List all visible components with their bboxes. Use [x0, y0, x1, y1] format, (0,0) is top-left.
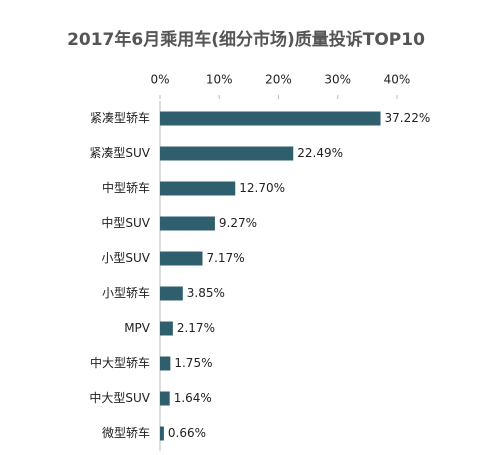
- bar: [160, 181, 236, 196]
- value-label: 37.22%: [385, 111, 431, 125]
- bar: [160, 146, 294, 161]
- value-label: 1.75%: [174, 356, 212, 370]
- bar: [160, 286, 183, 301]
- x-tick-label: 30%: [324, 73, 351, 87]
- y-tick-label: 紧凑型SUV: [89, 146, 150, 160]
- bar: [160, 111, 381, 126]
- value-label: 3.85%: [187, 286, 225, 300]
- value-label: 12.70%: [239, 181, 285, 195]
- bar: [160, 321, 173, 336]
- value-label: 22.49%: [297, 146, 343, 160]
- y-tick-label: MPV: [124, 321, 151, 335]
- bar: [160, 251, 203, 266]
- chart-title: 2017年6月乘用车(细分市场)质量投诉TOP10: [67, 29, 425, 50]
- y-tick-label: 微型轿车: [102, 425, 150, 440]
- bar: [160, 216, 215, 231]
- y-tick-label: 中型轿车: [102, 180, 150, 195]
- x-tick-label: 40%: [384, 73, 411, 87]
- x-tick-label: 10%: [206, 73, 233, 87]
- value-label: 7.17%: [206, 251, 244, 265]
- value-label: 9.27%: [219, 216, 257, 230]
- y-tick-label: 小型SUV: [101, 251, 150, 265]
- bar: [160, 426, 164, 441]
- y-tick-label: 小型轿车: [102, 285, 150, 300]
- value-label: 0.66%: [168, 426, 206, 440]
- bar: [160, 356, 171, 371]
- y-tick-label: 中型SUV: [101, 215, 150, 230]
- y-tick-label: 中大型SUV: [89, 390, 150, 405]
- x-tick-label: 0%: [150, 73, 169, 87]
- y-tick-label: 紧凑型轿车: [90, 110, 150, 125]
- value-label: 1.64%: [174, 391, 212, 405]
- bar: [160, 391, 170, 406]
- x-tick-label: 20%: [265, 73, 292, 87]
- value-label: 2.17%: [177, 321, 215, 335]
- y-tick-label: 中大型轿车: [90, 355, 150, 370]
